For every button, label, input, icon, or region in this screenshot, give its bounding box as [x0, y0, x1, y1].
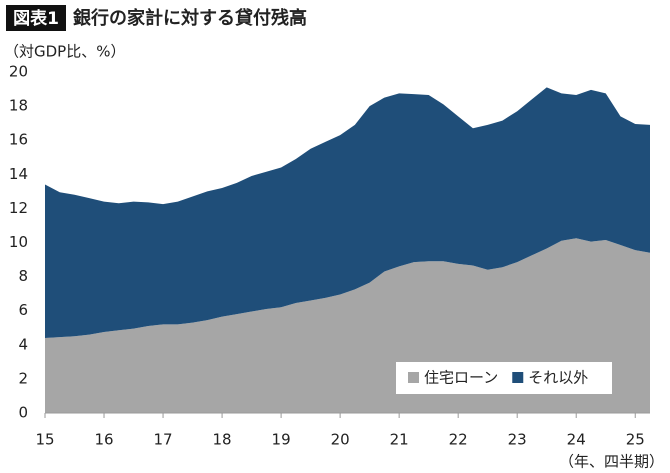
x-tick-label: 15 [35, 431, 54, 449]
x-tick-label: 16 [94, 431, 113, 449]
y-tick-label: 16 [9, 131, 28, 149]
x-tick-label: 18 [213, 431, 232, 449]
legend-swatch [512, 372, 524, 383]
x-tick-label: 24 [567, 431, 586, 449]
y-tick-label: 6 [18, 301, 28, 319]
legend-label: 住宅ローン [424, 369, 498, 387]
y-tick-label: 2 [18, 369, 28, 387]
x-axis-label: （年、四半期） [559, 453, 664, 471]
x-tick-label: 20 [331, 431, 350, 449]
x-tick-label: 21 [390, 431, 409, 449]
x-tick-label: 22 [449, 431, 468, 449]
x-tick-label: 17 [154, 431, 173, 449]
x-tick-label: 25 [626, 431, 645, 449]
y-tick-label: 0 [18, 404, 28, 422]
y-tick-label: 20 [9, 63, 28, 81]
y-tick-label: 12 [9, 199, 28, 217]
legend-box [396, 362, 612, 394]
legend-swatch [408, 372, 419, 383]
y-tick-label: 14 [9, 165, 28, 183]
x-tick-label: 23 [508, 431, 527, 449]
chart-title: 銀行の家計に対する貸付残高 [73, 7, 307, 29]
title-badge-box [6, 5, 66, 31]
x-tick-label: 19 [272, 431, 291, 449]
y-tick-label: 18 [9, 97, 28, 115]
y-tick-label: 4 [18, 335, 28, 353]
area [45, 87, 650, 338]
y-tick-label: 10 [9, 233, 28, 251]
legend-label: それ以外 [528, 369, 588, 387]
y-axis-label: （対GDP比、%） [4, 43, 125, 61]
title-badge: 図表1 [13, 8, 59, 29]
y-tick-label: 8 [18, 267, 28, 285]
